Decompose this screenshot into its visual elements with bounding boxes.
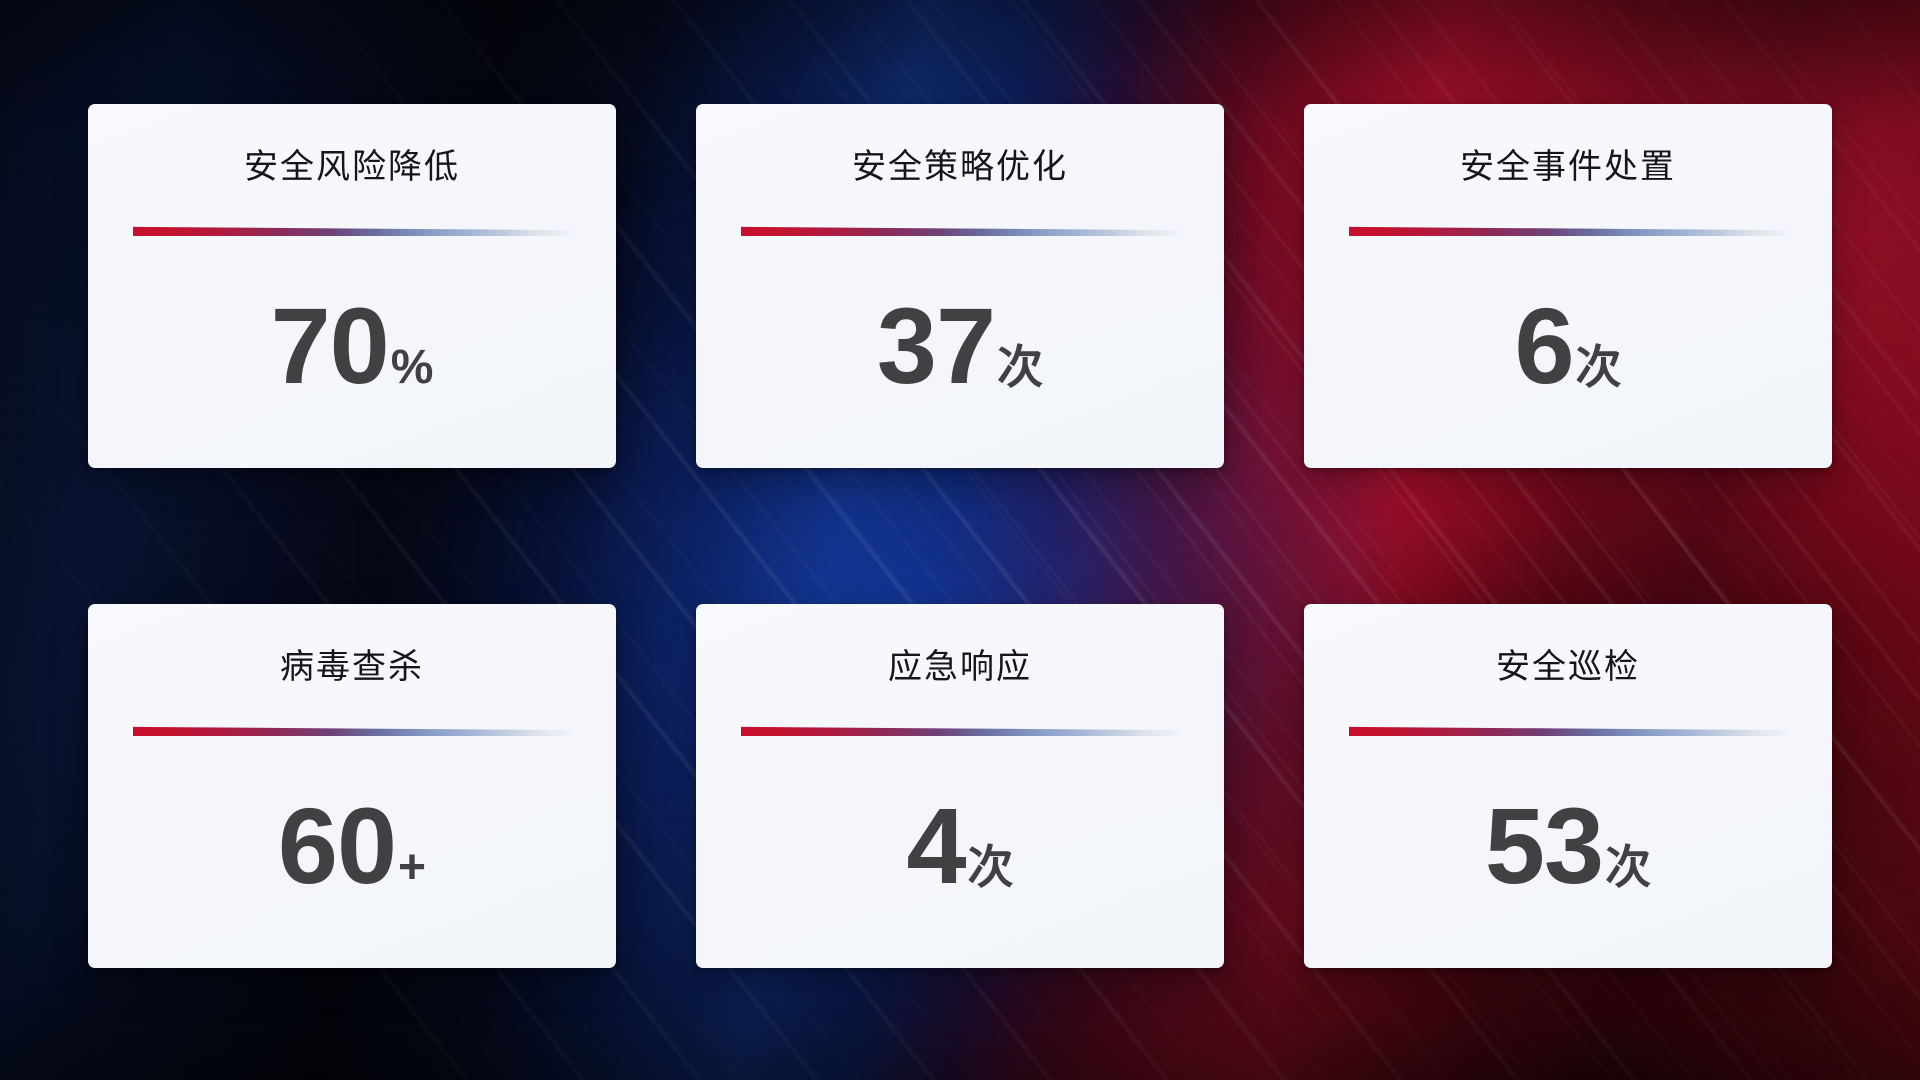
metric-divider xyxy=(1349,722,1787,736)
metric-divider xyxy=(133,222,571,236)
metric-value-unit: 次 xyxy=(1605,840,1652,895)
metric-value: 70 % xyxy=(270,285,434,407)
metric-divider xyxy=(1349,222,1787,236)
metric-divider xyxy=(133,722,571,736)
metric-card[interactable]: 病毒查杀 60 + xyxy=(88,604,616,968)
metric-value: 37 次 xyxy=(876,285,1044,407)
metric-value: 4 次 xyxy=(906,785,1014,907)
metric-value-number: 6 xyxy=(1514,285,1574,407)
metric-value-unit: 次 xyxy=(1575,340,1622,395)
metric-title: 安全事件处置 xyxy=(1460,147,1676,187)
metric-value: 6 次 xyxy=(1514,285,1622,407)
metric-card[interactable]: 安全风险降低 70 % xyxy=(88,104,616,468)
metric-value-unit: + xyxy=(398,841,427,895)
metric-divider-bar xyxy=(1349,726,1787,736)
metric-divider-bar xyxy=(741,726,1179,736)
metric-card[interactable]: 安全巡检 53 次 xyxy=(1304,604,1832,968)
metric-divider xyxy=(741,222,1179,236)
metric-value-number: 53 xyxy=(1484,785,1604,907)
metric-value-unit: % xyxy=(390,341,434,395)
metric-title: 应急响应 xyxy=(888,647,1032,687)
metric-value-unit: 次 xyxy=(967,840,1014,895)
metric-value: 53 次 xyxy=(1484,785,1652,907)
metric-title: 安全风险降低 xyxy=(244,147,460,187)
metric-divider-bar xyxy=(133,226,571,236)
metric-value-number: 60 xyxy=(277,785,397,907)
metric-title: 安全巡检 xyxy=(1496,647,1640,687)
metric-divider-bar xyxy=(741,226,1179,236)
metric-value: 60 + xyxy=(277,785,427,907)
metric-value-number: 70 xyxy=(270,285,390,407)
metric-title: 病毒查杀 xyxy=(280,647,424,687)
metric-title: 安全策略优化 xyxy=(852,147,1068,187)
metric-card[interactable]: 安全事件处置 6 次 xyxy=(1304,104,1832,468)
metric-value-number: 37 xyxy=(876,285,996,407)
metric-card-grid: 安全风险降低 70 % 安全策略优化 37 次 安全事件处置 xyxy=(88,104,1832,968)
metric-divider-bar xyxy=(133,726,571,736)
metric-value-number: 4 xyxy=(906,785,966,907)
metric-card[interactable]: 安全策略优化 37 次 xyxy=(696,104,1224,468)
metric-card[interactable]: 应急响应 4 次 xyxy=(696,604,1224,968)
metric-divider xyxy=(741,722,1179,736)
metric-value-unit: 次 xyxy=(997,340,1044,395)
metric-divider-bar xyxy=(1349,226,1787,236)
